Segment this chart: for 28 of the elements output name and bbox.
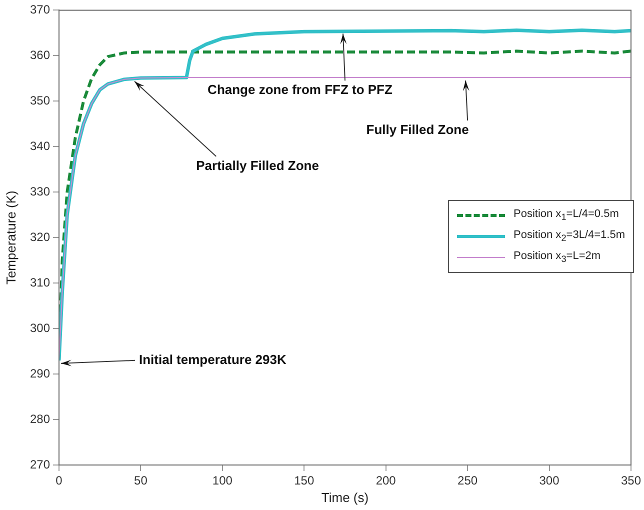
annotation: Change zone from FFZ to PFZ bbox=[208, 82, 392, 98]
y-tick-label: 290 bbox=[30, 366, 50, 380]
y-tick-label: 350 bbox=[30, 93, 50, 108]
y-axis-title: Temperature (K) bbox=[3, 190, 18, 285]
y-tick-label: 360 bbox=[30, 48, 50, 62]
x-axis-title: Time (s) bbox=[321, 490, 369, 505]
y-tick-label: 280 bbox=[30, 412, 50, 426]
x-tick-label: 50 bbox=[134, 474, 148, 488]
annotation: Fully Filled Zone bbox=[366, 122, 469, 138]
x-tick-label: 350 bbox=[620, 474, 642, 488]
y-tick-label: 330 bbox=[30, 184, 50, 198]
y-tick-label: 300 bbox=[30, 320, 50, 335]
annotation: Partially Filled Zone bbox=[196, 158, 319, 173]
x-tick-label: 100 bbox=[212, 474, 233, 488]
y-tick-label: 370 bbox=[30, 2, 50, 17]
x-tick-label: 250 bbox=[458, 474, 478, 488]
legend-label: Position x$_{3}$=L=2m bbox=[513, 250, 601, 265]
y-tick-label: 340 bbox=[30, 138, 50, 153]
annotation: Initial temperature 293K bbox=[139, 352, 287, 367]
x-tick-label: 200 bbox=[376, 474, 396, 488]
legend-label: Position x$_{2}$=3L/4=1.5m bbox=[513, 229, 625, 244]
x-tick-label: 300 bbox=[539, 474, 560, 488]
y-tick-label: 320 bbox=[30, 230, 50, 244]
x-tick-label: 150 bbox=[294, 474, 314, 488]
x-tick-label: 0 bbox=[56, 474, 63, 488]
y-tick-label: 270 bbox=[30, 457, 50, 472]
legend-label: Position x$_{1}$=L/4=0.5m bbox=[513, 208, 619, 223]
y-tick-label: 310 bbox=[30, 275, 50, 290]
